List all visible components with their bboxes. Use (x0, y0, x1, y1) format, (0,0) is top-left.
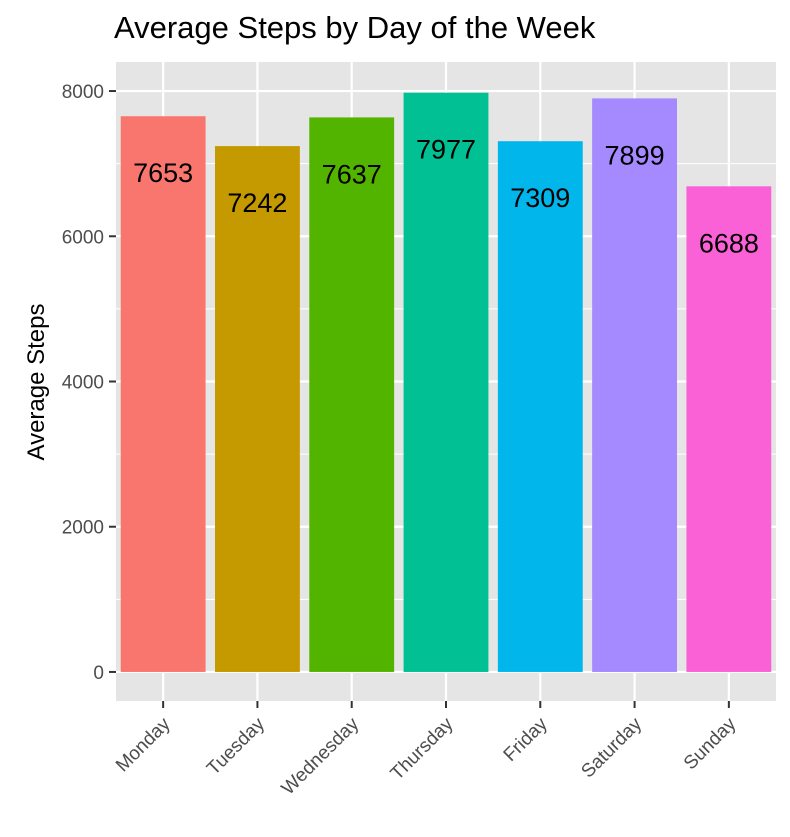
x-tick-label-wednesday: Wednesday (278, 713, 364, 799)
bar-wednesday (309, 117, 395, 672)
plot-area: 7653 7242 7637 7977 7309 7899 6688 0 2000 4000 600… (62, 62, 776, 799)
x-tick-label-thursday: Thursday (387, 713, 458, 784)
x-tick-label-tuesday: Tuesday (203, 713, 269, 779)
data-label-wednesday: 7637 (322, 159, 382, 189)
bar-monday (120, 116, 206, 672)
y-axis-label: Average Steps (23, 304, 50, 461)
data-label-friday: 7309 (510, 183, 570, 213)
bar-thursday (403, 92, 489, 672)
data-label-tuesday: 7242 (227, 188, 287, 218)
data-label-saturday: 7899 (605, 140, 665, 170)
x-tick-label-monday: Monday (112, 713, 175, 776)
x-tick-label-saturday: Saturday (577, 713, 646, 782)
data-label-monday: 7653 (133, 158, 193, 188)
y-tick-label: 0 (93, 663, 104, 684)
bar-tuesday (215, 146, 300, 672)
bar-saturday (592, 98, 677, 672)
y-tick-label: 8000 (62, 82, 104, 103)
data-label-sunday: 6688 (699, 228, 759, 258)
bar-friday (497, 141, 583, 672)
y-tick-label: 6000 (62, 227, 104, 248)
x-tick-label-friday: Friday (500, 713, 553, 766)
bar-sunday (686, 186, 772, 672)
x-tick-label-sunday: Sunday (680, 713, 741, 774)
y-tick-label: 4000 (62, 373, 104, 394)
y-tick-label: 2000 (62, 518, 104, 539)
data-label-thursday: 7977 (416, 135, 476, 165)
chart-title: Average Steps by Day of the Week (114, 10, 596, 45)
